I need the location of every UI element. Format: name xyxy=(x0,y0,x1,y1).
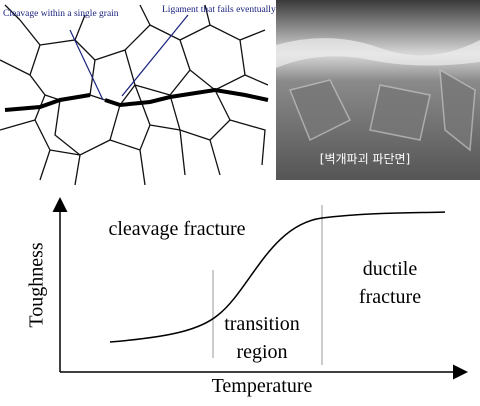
photo-caption: [벽개파괴 파단면] xyxy=(320,152,410,166)
ductile-region-label: ductile xyxy=(363,258,418,280)
transition-region-label: region xyxy=(236,341,287,363)
sem-photo: [벽개파괴 파단면] xyxy=(276,0,480,180)
ductile-region-label: fracture xyxy=(359,286,421,308)
grain-sketch: Cleavage within a single grain Ligament … xyxy=(0,4,276,186)
x-axis-label: Temperature xyxy=(212,375,313,397)
ligament-label: Ligament that fails eventually xyxy=(162,4,276,15)
transition-region-label: transition xyxy=(224,313,300,335)
toughness-graph: Toughness Temperature cleavage fracture … xyxy=(26,197,468,397)
cleavage-label: Cleavage within a single grain xyxy=(3,9,119,19)
y-axis-label: Toughness xyxy=(26,242,48,327)
cleavage-region-label: cleavage fracture xyxy=(108,218,245,240)
